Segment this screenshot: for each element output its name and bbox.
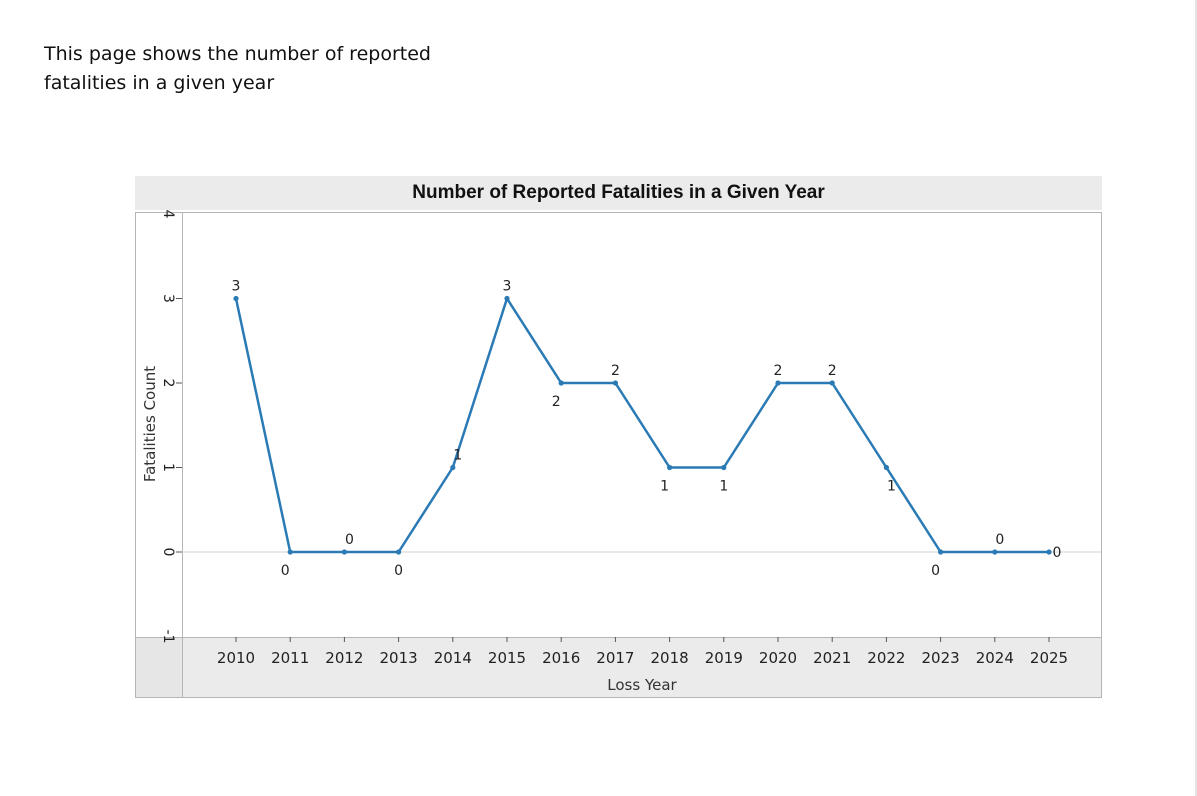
data-label: 2 bbox=[611, 363, 620, 379]
data-label: 0 bbox=[281, 563, 290, 579]
x-axis-band bbox=[135, 637, 1102, 698]
x-tick-label: 2024 bbox=[976, 649, 1014, 667]
data-label: 0 bbox=[995, 532, 1004, 548]
data-label: 1 bbox=[453, 448, 462, 464]
chart-frame bbox=[135, 212, 1102, 698]
data-point bbox=[1046, 549, 1052, 555]
data-point bbox=[721, 464, 727, 471]
x-tick-label: 2019 bbox=[705, 649, 743, 667]
x-tick-label: 2015 bbox=[488, 649, 526, 667]
x-tick-label: 2011 bbox=[271, 649, 309, 667]
x-axis-title: Loss Year bbox=[607, 676, 677, 694]
data-label: 2 bbox=[774, 363, 783, 379]
data-point bbox=[992, 549, 998, 555]
data-label: 3 bbox=[232, 279, 241, 295]
data-label: 0 bbox=[931, 563, 940, 579]
data-label: 0 bbox=[345, 532, 354, 548]
series-line bbox=[234, 297, 1051, 554]
x-tick-label: 2013 bbox=[380, 649, 418, 667]
data-point bbox=[287, 549, 293, 555]
y-tick-label: 1 bbox=[160, 463, 176, 472]
axis-corner bbox=[135, 637, 182, 698]
data-point bbox=[504, 295, 510, 302]
chart-title: Number of Reported Fatalities in a Given… bbox=[412, 182, 825, 203]
data-point bbox=[667, 464, 673, 471]
data-point bbox=[450, 464, 456, 471]
x-tick-label: 2012 bbox=[325, 649, 363, 667]
x-tick-label: 2020 bbox=[759, 649, 797, 667]
data-label: 1 bbox=[660, 479, 669, 495]
chart-title-band bbox=[135, 176, 1102, 210]
y-tick-label: 4 bbox=[160, 210, 176, 219]
data-point bbox=[396, 549, 402, 555]
data-label: 0 bbox=[1053, 545, 1062, 561]
x-tick-label: 2022 bbox=[867, 649, 905, 667]
data-point bbox=[558, 380, 564, 386]
x-tick-label: 2021 bbox=[813, 649, 851, 667]
data-label: 1 bbox=[887, 479, 896, 495]
data-label: 2 bbox=[828, 363, 837, 379]
data-point bbox=[612, 380, 619, 386]
data-point bbox=[883, 464, 890, 471]
data-point bbox=[233, 295, 239, 302]
intro-text: This page shows the number of reported f… bbox=[44, 43, 431, 94]
y-axis-title: Fatalities Count bbox=[141, 366, 159, 482]
data-label: 2 bbox=[552, 394, 561, 410]
data-point bbox=[775, 380, 781, 386]
page-right-edge bbox=[1195, 0, 1197, 796]
x-tick-label: 2023 bbox=[922, 649, 960, 667]
data-point bbox=[938, 549, 944, 555]
data-label: 3 bbox=[503, 279, 512, 295]
data-label: 1 bbox=[719, 479, 728, 495]
y-axis-band bbox=[135, 212, 182, 698]
data-label: 0 bbox=[394, 563, 403, 579]
x-tick-label: 2014 bbox=[434, 649, 472, 667]
y-tick-label: 0 bbox=[160, 548, 176, 557]
x-tick-label: 2016 bbox=[542, 649, 580, 667]
y-tick-label: -1 bbox=[160, 630, 176, 644]
y-tick-label: 2 bbox=[160, 379, 176, 388]
data-point bbox=[341, 549, 347, 555]
x-tick-label: 2017 bbox=[596, 649, 634, 667]
y-tick-label: 3 bbox=[160, 294, 176, 303]
x-tick-label: 2010 bbox=[217, 649, 255, 667]
x-tick-label: 2025 bbox=[1030, 649, 1068, 667]
x-tick-label: 2018 bbox=[651, 649, 689, 667]
data-point bbox=[829, 380, 835, 386]
